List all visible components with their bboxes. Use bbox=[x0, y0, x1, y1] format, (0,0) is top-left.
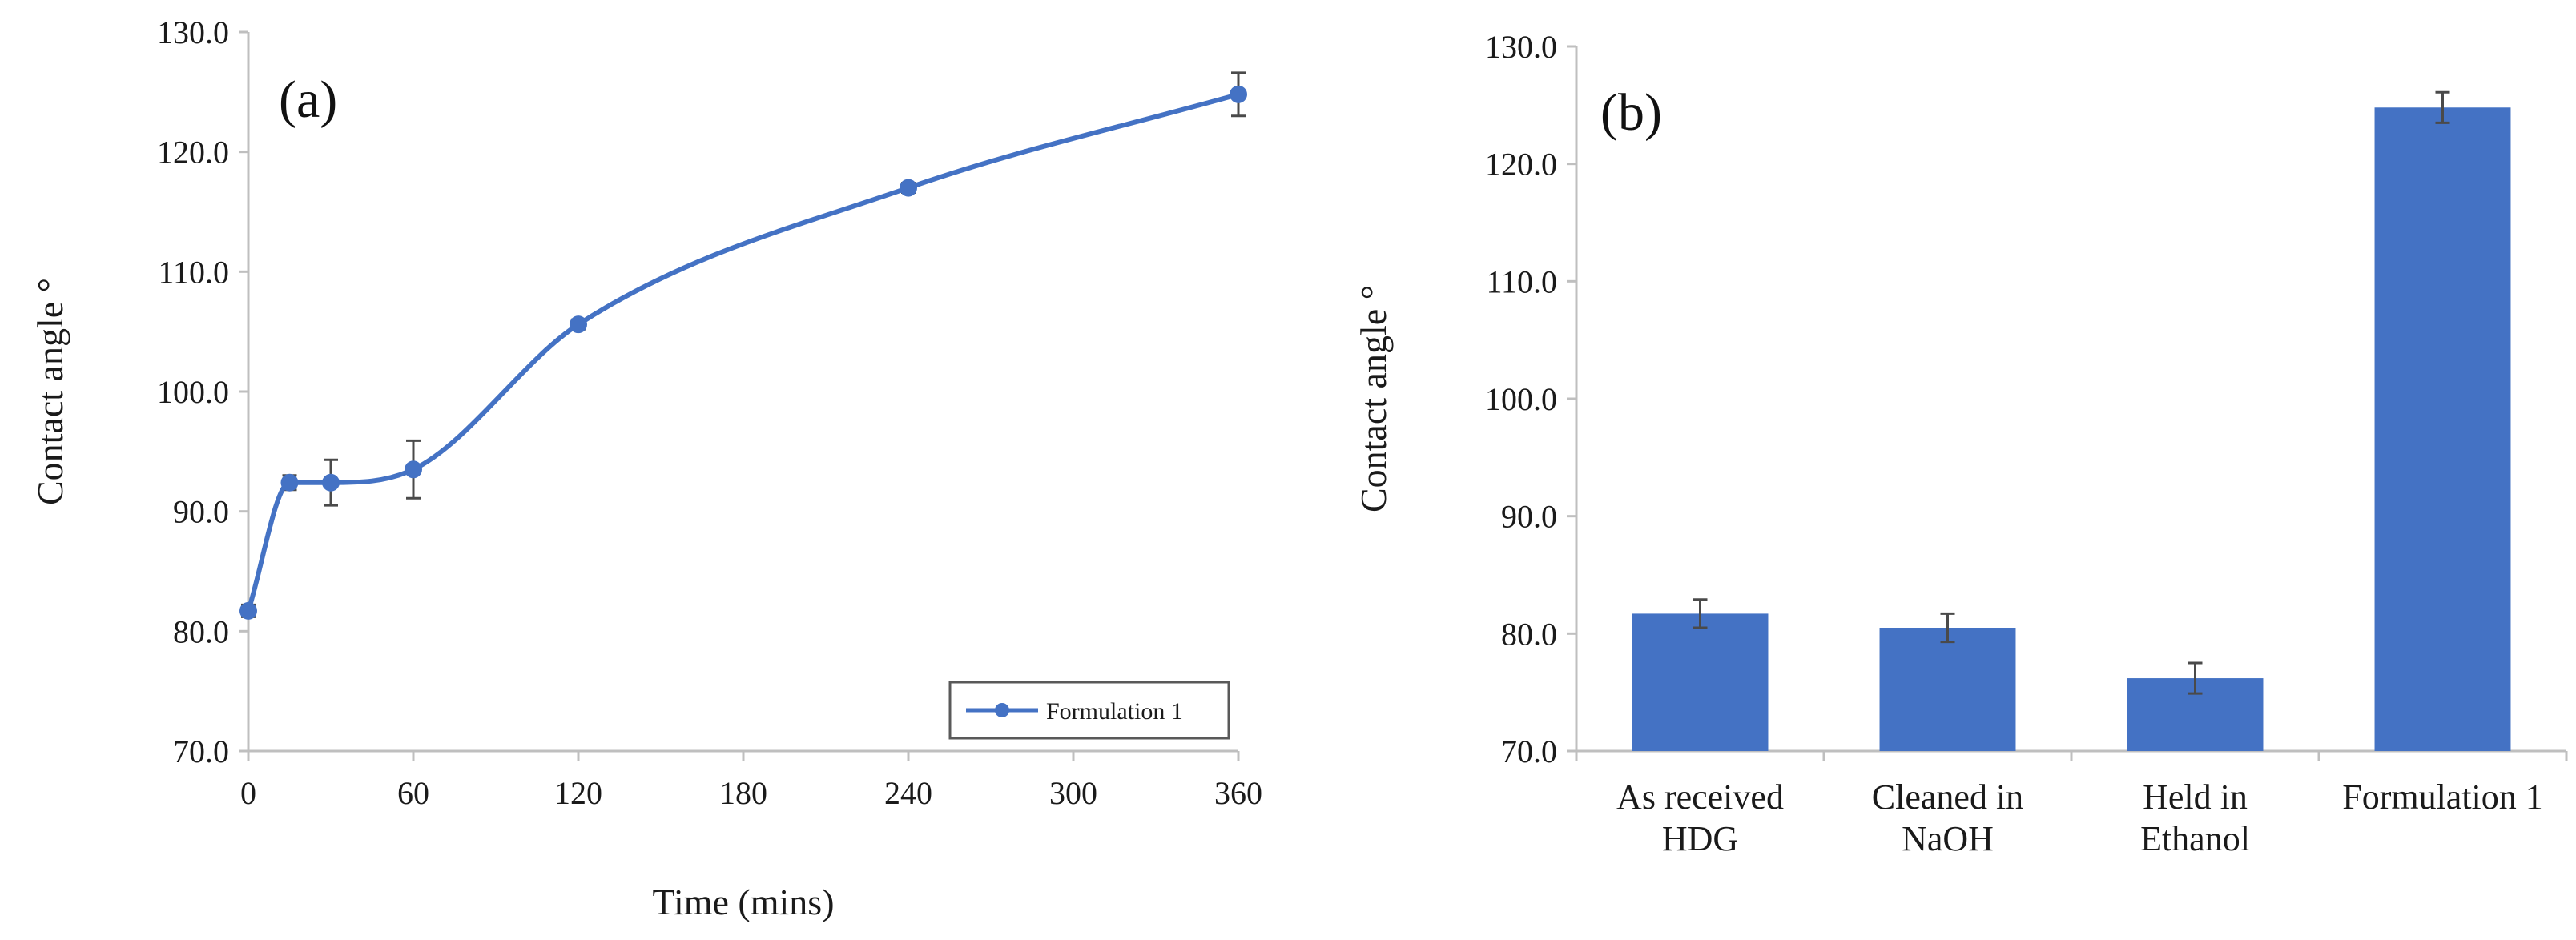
b-y-tick-label: 80.0 bbox=[1501, 616, 1557, 652]
a-x-tick-label: 60 bbox=[397, 775, 429, 811]
a-data-point bbox=[1230, 85, 1247, 103]
a-series-line bbox=[246, 91, 1239, 612]
b-y-tick-label: 120.0 bbox=[1485, 147, 1557, 183]
b-y-tick-label: 100.0 bbox=[1485, 381, 1557, 417]
a-data-point bbox=[900, 179, 917, 197]
legend-marker bbox=[995, 703, 1009, 717]
a-data-point bbox=[405, 460, 422, 479]
a-data-point bbox=[322, 473, 340, 492]
a-x-tick-label: 300 bbox=[1049, 775, 1097, 811]
a-x-axis-title: Time (mins) bbox=[652, 882, 834, 922]
b-bar bbox=[1632, 613, 1769, 751]
b-category-label: NaOH bbox=[1902, 819, 1994, 858]
b-bar bbox=[2374, 107, 2511, 751]
b-category-label: As received bbox=[1616, 777, 1784, 817]
panel-a-line-chart: 70.0 80.0 90.0 100.0 110.0 120.0 130.0 0 60 120 1… bbox=[30, 14, 1262, 922]
a-y-tick-label: 70.0 bbox=[173, 733, 229, 769]
a-panel-label: (a) bbox=[279, 70, 337, 129]
legend: Formulation 1 bbox=[948, 681, 1230, 740]
a-y-axis-title: Contact angle ° bbox=[30, 278, 70, 505]
a-y-tick-label: 90.0 bbox=[173, 494, 229, 530]
b-y-tick-label: 70.0 bbox=[1501, 733, 1557, 769]
a-data-point bbox=[280, 473, 299, 492]
a-x-tick-label: 360 bbox=[1214, 775, 1262, 811]
a-x-tick-label: 0 bbox=[240, 775, 256, 811]
b-bar bbox=[1879, 628, 2016, 751]
b-category-label: Formulation 1 bbox=[2342, 777, 2543, 817]
a-y-tick-label: 110.0 bbox=[158, 254, 229, 290]
b-category-label: HDG bbox=[1662, 819, 1738, 858]
b-category-label: Cleaned in bbox=[1872, 777, 2023, 817]
b-y-tick-label: 130.0 bbox=[1485, 29, 1557, 65]
a-data-point bbox=[239, 601, 257, 620]
a-x-tick-label: 120 bbox=[554, 775, 602, 811]
a-x-tick-label: 240 bbox=[884, 775, 932, 811]
panel-b-bar-chart: 70.0 80.0 90.0 100.0 110.0 120.0 130.0 As rece… bbox=[1353, 29, 2568, 858]
a-data-point bbox=[570, 315, 587, 334]
b-y-axis-title: Contact angle ° bbox=[1353, 285, 1394, 512]
a-y-tick-label: 80.0 bbox=[173, 613, 229, 649]
a-y-tick-label: 120.0 bbox=[157, 135, 229, 171]
a-y-tick-label: 130.0 bbox=[157, 14, 229, 50]
b-y-tick-label: 90.0 bbox=[1501, 499, 1557, 535]
b-y-tick-label: 110.0 bbox=[1486, 263, 1557, 299]
a-y-tick-label: 100.0 bbox=[157, 374, 229, 410]
legend-label: Formulation 1 bbox=[1046, 698, 1183, 725]
b-category-label: Held in bbox=[2143, 777, 2248, 817]
b-panel-label: (b) bbox=[1600, 83, 1662, 142]
b-category-label: Ethanol bbox=[2140, 819, 2250, 858]
a-x-tick-label: 180 bbox=[719, 775, 767, 811]
